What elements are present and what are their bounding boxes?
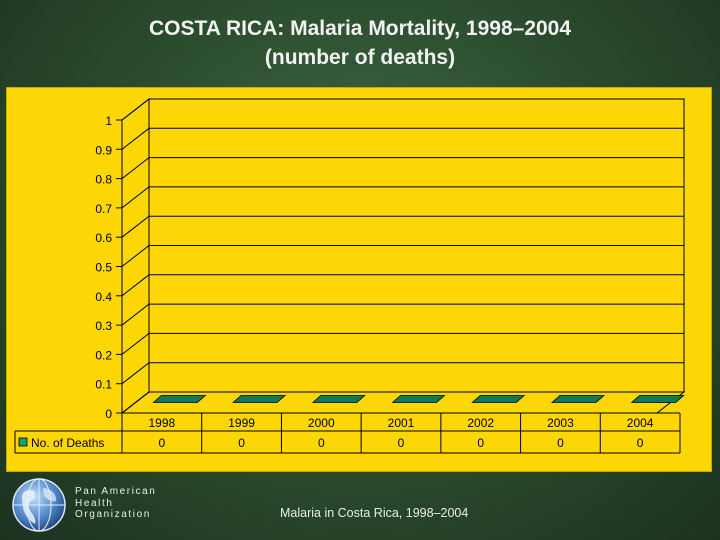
category-label: 2000 — [308, 416, 335, 430]
slide-title-line1: COSTA RICA: Malaria Mortality, 1998–2004 — [148, 17, 572, 40]
gridline — [121, 157, 684, 179]
bar-2001 — [391, 395, 446, 403]
y-tick-label: 0 — [105, 407, 112, 421]
category-label: 2004 — [627, 416, 654, 430]
paho-globe-logo-icon — [12, 478, 66, 532]
data-label: 0 — [318, 436, 325, 450]
organization-line: Health — [75, 497, 114, 509]
y-tick-label: 0.9 — [95, 143, 112, 157]
gridline — [121, 303, 684, 326]
category-label: 2002 — [467, 416, 494, 430]
organization-line: Pan American — [75, 486, 157, 497]
data-label: 0 — [238, 436, 245, 450]
y-tick-label: 0.7 — [95, 202, 112, 216]
y-tick-label: 0.3 — [95, 319, 112, 333]
bar-2003 — [550, 395, 605, 403]
y-tick-label: 1 — [105, 114, 112, 128]
category-label: 2003 — [547, 416, 574, 430]
category-label: 1998 — [149, 416, 176, 430]
data-label: 0 — [477, 436, 484, 450]
gridline — [121, 332, 684, 355]
gridline — [121, 98, 684, 121]
y-tick-label: 0.8 — [95, 173, 112, 187]
slide-title: COSTA RICA: Malaria Mortality, 1998–2004… — [0, 14, 720, 72]
gridline — [121, 362, 684, 385]
category-label: 2001 — [388, 416, 415, 430]
y-tick-label: 0.6 — [95, 231, 112, 245]
data-label: 0 — [557, 436, 564, 450]
gridline — [121, 215, 684, 238]
gridline — [121, 391, 684, 414]
y-tick-label: 0.1 — [95, 378, 112, 392]
legend-label: No. of Deaths — [31, 436, 104, 450]
bar-2000 — [311, 395, 366, 403]
malaria-mortality-chart: 0 0.1 0.2 0.3 0.4 0.5 0.6 0.7 0.8 0.9 1 1998 0 1999 0 2… — [14, 97, 686, 454]
data-label: 0 — [637, 436, 644, 450]
y-tick-label: 0.4 — [95, 290, 112, 304]
bar-2002 — [471, 395, 526, 403]
gridline — [121, 245, 684, 267]
data-label: 0 — [398, 436, 405, 450]
bar-2004 — [630, 395, 685, 403]
gridline — [121, 274, 684, 297]
data-label: 0 — [159, 436, 166, 450]
chart-panel: 0 0.1 0.2 0.3 0.4 0.5 0.6 0.7 0.8 0.9 1 1998 0 1999 0 2… — [6, 87, 712, 472]
y-tick-label: 0.5 — [95, 261, 112, 275]
gridline — [121, 127, 684, 150]
bar-1999 — [232, 395, 287, 403]
y-tick-label: 0.2 — [95, 348, 112, 362]
legend-swatch — [18, 437, 28, 447]
category-label: 1999 — [228, 416, 255, 430]
bar-1998 — [152, 395, 207, 403]
organization-line: Organization — [75, 509, 151, 520]
organization-name: Pan American Health Organization — [75, 486, 156, 521]
gridline — [121, 186, 684, 209]
footer-caption: Malaria in Costa Rica, 1998–2004 — [280, 506, 469, 520]
slide-title-line2: (number of deaths) — [264, 46, 456, 69]
